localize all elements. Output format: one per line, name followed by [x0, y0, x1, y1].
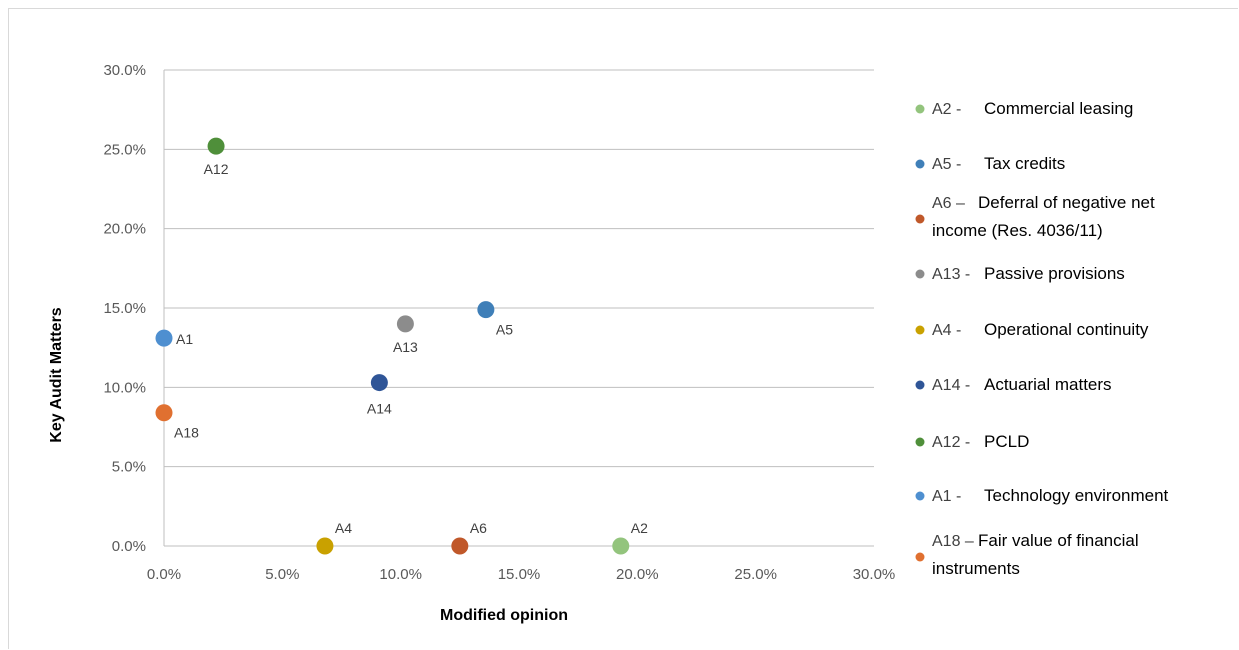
point-a4: [316, 537, 334, 555]
legend-desc: Actuarial matters: [984, 375, 1112, 394]
legend-desc: Tax credits: [984, 154, 1065, 173]
y-tick-label: 25.0%: [103, 141, 146, 158]
legend-desc: Fair value of financial: [978, 531, 1139, 550]
point-a18: [155, 404, 173, 422]
legend-marker: [915, 380, 925, 390]
legend-desc: Commercial leasing: [984, 99, 1133, 118]
x-tick-label: 0.0%: [147, 566, 181, 583]
y-tick-label: 30.0%: [103, 62, 146, 79]
point-a1: [155, 329, 173, 347]
legend-code: A2 -: [932, 101, 961, 118]
point-label-a14: A14: [367, 401, 392, 417]
point-label-a1: A1: [176, 331, 193, 347]
x-tick-label: 15.0%: [498, 566, 541, 583]
legend-code: A4 -: [932, 322, 961, 339]
y-axis-ticks: 0.0% 5.0% 10.0% 15.0% 20.0% 25.0% 30.0%: [103, 62, 146, 555]
legend-code: A13 -: [932, 266, 970, 283]
data-points: A2 A5 A6 A13 A4 A14 A12 A1 A18: [155, 137, 648, 555]
legend-marker: [915, 214, 925, 224]
point-label-a2: A2: [631, 520, 648, 536]
point-a5: [477, 301, 495, 319]
y-tick-label: 15.0%: [103, 300, 146, 317]
legend-marker: [915, 437, 925, 447]
x-axis-ticks: 0.0% 5.0% 10.0% 15.0% 20.0% 25.0% 30.0%: [147, 566, 895, 583]
legend-desc: Passive provisions: [984, 264, 1125, 283]
y-axis-title: Key Audit Matters: [48, 307, 65, 443]
x-tick-label: 20.0%: [616, 566, 659, 583]
legend-code: A12 -: [932, 434, 970, 451]
legend-code: A5 -: [932, 156, 961, 173]
x-tick-label: 10.0%: [379, 566, 422, 583]
legend-code: A1 -: [932, 488, 961, 505]
legend-marker: [915, 104, 925, 114]
legend-item-a12: A12 - PCLD: [915, 432, 1029, 451]
x-tick-label: 30.0%: [853, 566, 896, 583]
point-a2: [612, 537, 630, 555]
x-axis-title: Modified opinion: [440, 607, 568, 624]
legend-desc: Operational continuity: [984, 320, 1149, 339]
point-label-a5: A5: [496, 322, 513, 338]
legend-item-a2: A2 - Commercial leasing: [915, 99, 1133, 118]
point-label-a6: A6: [470, 520, 487, 536]
x-tick-label: 5.0%: [265, 566, 299, 583]
legend-desc: Deferral of negative net: [978, 193, 1155, 212]
point-a12: [207, 137, 225, 155]
legend-item-a18: A18 – Fair value of financial instruments: [915, 531, 1139, 578]
point-a13: [396, 315, 414, 333]
chart-frame: [8, 8, 1238, 649]
legend-item-a6: A6 – Deferral of negative net income (Res.…: [915, 193, 1155, 240]
legend-code: A18 –: [932, 533, 974, 550]
point-label-a12: A12: [204, 161, 229, 177]
legend-marker: [915, 552, 925, 562]
point-a14: [370, 374, 388, 392]
point-label-a18: A18: [174, 425, 199, 441]
legend-marker: [915, 325, 925, 335]
gridlines: [163, 69, 874, 547]
y-tick-label: 20.0%: [103, 221, 146, 238]
legend-desc: instruments: [932, 559, 1020, 578]
legend-marker: [915, 159, 925, 169]
legend-desc: Technology environment: [984, 486, 1169, 505]
point-label-a13: A13: [393, 339, 418, 355]
legend-code: A6 –: [932, 195, 965, 212]
point-a6: [451, 537, 469, 555]
y-tick-label: 10.0%: [103, 379, 146, 396]
legend-item-a4: A4 - Operational continuity: [915, 320, 1149, 339]
legend-marker: [915, 269, 925, 279]
legend-item-a14: A14 - Actuarial matters: [915, 375, 1112, 394]
y-tick-label: 0.0%: [112, 538, 146, 555]
legend-marker: [915, 491, 925, 501]
legend-code: A14 -: [932, 377, 970, 394]
legend-desc: income (Res. 4036/11): [932, 221, 1103, 240]
legend-desc: PCLD: [984, 432, 1029, 451]
point-label-a4: A4: [335, 520, 352, 536]
legend-item-a13: A13 - Passive provisions: [915, 264, 1125, 283]
x-tick-label: 25.0%: [734, 566, 777, 583]
legend: A2 - Commercial leasing A5 - Tax credits A6 …: [915, 99, 1169, 578]
y-tick-label: 5.0%: [112, 459, 146, 476]
legend-item-a1: A1 - Technology environment: [915, 486, 1169, 505]
legend-item-a5: A5 - Tax credits: [915, 154, 1065, 173]
